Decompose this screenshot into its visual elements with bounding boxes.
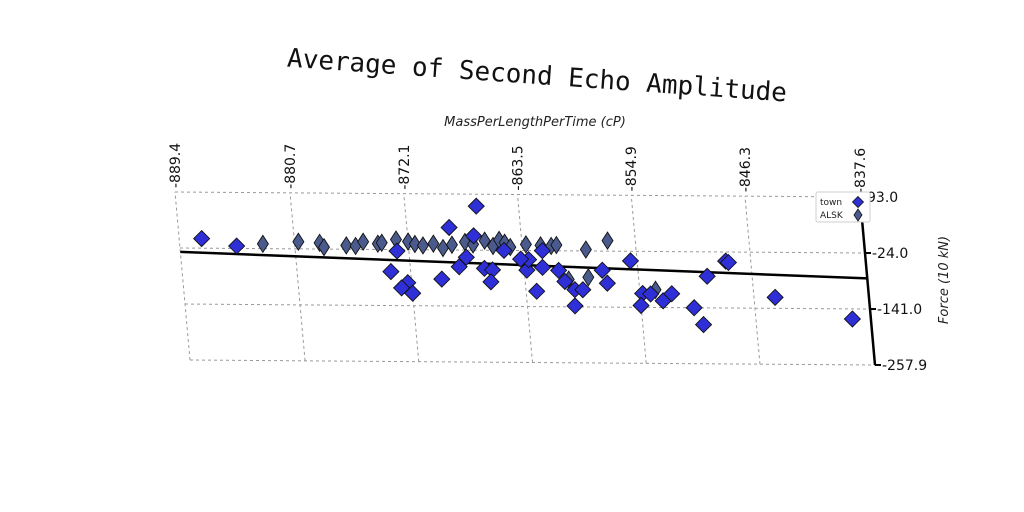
data-point-alsk	[445, 235, 458, 255]
data-point-town	[685, 299, 703, 317]
y-tick-label: -257.9	[882, 358, 927, 374]
legend-marker	[851, 195, 865, 209]
x-axis-label: MassPerLengthPerTime (cP)	[444, 115, 626, 130]
data-point-town	[467, 197, 485, 215]
data-point-town	[440, 218, 458, 237]
data-point-alsk	[256, 234, 269, 254]
data-point-town	[192, 229, 211, 248]
legend: town ALSK	[815, 191, 871, 223]
data-point-town	[457, 248, 475, 266]
data-point-alsk	[519, 234, 532, 254]
data-point-town	[574, 281, 592, 299]
y-axis-label: Force (10 kN)	[937, 236, 952, 324]
data-point-town	[533, 242, 551, 260]
data-point-town	[464, 227, 483, 245]
data-point-town	[694, 315, 713, 334]
data-point-town	[528, 282, 546, 300]
x-gridline	[630, 195, 647, 364]
legend-marker	[853, 208, 863, 222]
data-point-town	[598, 274, 616, 292]
data-point-alsk	[582, 267, 595, 287]
data-point-town	[433, 270, 451, 288]
data-point-town	[593, 261, 611, 279]
y-gridline	[174, 191, 861, 198]
plot-area: -889.4 -880.7 -872.1 -863.5 -854.9 -846.3 -837…	[168, 143, 927, 374]
data-point-alsk	[357, 232, 370, 252]
data-point-town	[719, 253, 738, 272]
data-point-alsk	[408, 234, 421, 254]
data-point-alsk	[427, 234, 440, 253]
legend-label: town	[820, 198, 842, 208]
data-point-town	[641, 285, 660, 303]
y-axis-spine	[858, 196, 877, 366]
data-point-town	[228, 237, 246, 255]
x-gridline	[744, 196, 761, 365]
data-point-alsk	[292, 232, 305, 252]
x-gridline	[289, 192, 306, 361]
data-point-alsk	[478, 231, 491, 250]
y-tick-label: -141.0	[877, 302, 922, 318]
data-point-alsk	[416, 236, 429, 255]
x-tick-label: -889.4	[168, 143, 184, 188]
data-point-alsk	[436, 238, 450, 258]
y-gridline	[179, 247, 866, 254]
x-gridline	[517, 194, 533, 363]
x-tick-label: -837.6	[853, 148, 869, 193]
data-point-town	[495, 241, 513, 260]
y-gridline	[184, 303, 871, 310]
x-tick-label: -854.9	[624, 146, 640, 191]
x-tick-label: -872.1	[397, 145, 413, 190]
data-point-town	[482, 273, 500, 291]
data-point-town	[518, 261, 536, 279]
y-tick-label: -24.0	[872, 246, 908, 262]
data-point-town	[404, 284, 422, 302]
data-point-town	[698, 267, 716, 285]
data-point-alsk	[550, 235, 563, 255]
data-point-alsk	[375, 233, 388, 253]
data-point-town	[843, 310, 862, 328]
data-point-town	[533, 258, 552, 277]
x-gridline	[174, 191, 191, 361]
x-tick-label: -880.7	[283, 144, 299, 189]
y-tick-label: 93.0	[867, 190, 898, 206]
data-point-town	[621, 252, 640, 270]
x-tick-label: -846.3	[738, 147, 754, 192]
data-point-town	[382, 262, 400, 281]
data-point-alsk	[579, 240, 592, 259]
data-point-town	[766, 288, 784, 306]
data-point-alsk	[317, 237, 331, 257]
x-tick-label: -863.5	[511, 145, 527, 190]
y-gridline	[189, 359, 876, 366]
chart-title: Average of Second Echo Amplitude	[286, 44, 788, 109]
data-point-alsk	[601, 231, 614, 250]
data-point-town	[566, 297, 584, 315]
data-point-town	[632, 296, 650, 315]
data-point-town	[511, 250, 530, 268]
legend-label: ALSK	[820, 211, 844, 221]
data-point-town	[556, 272, 574, 291]
data-point-alsk	[340, 236, 353, 255]
data-point-town	[663, 285, 681, 303]
data-point-town	[388, 242, 406, 260]
data-point-town	[549, 261, 568, 280]
